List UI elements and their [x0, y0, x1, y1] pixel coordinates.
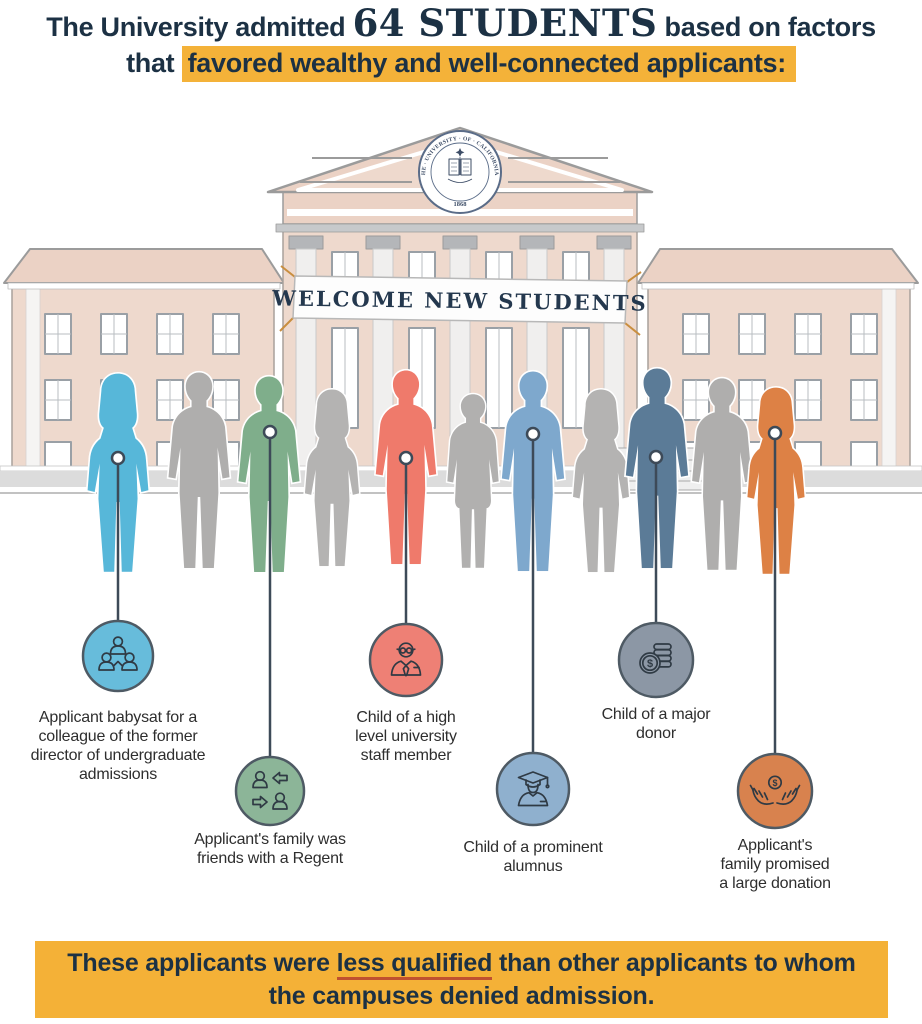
- callout-circle: [736, 752, 814, 830]
- title-prefix: The University admitted: [46, 12, 353, 42]
- callout-label-babysat: Applicant babysat for a colleague of the…: [30, 709, 206, 783]
- university-seal: THE · UNIVERSITY · OF · CALIFORNIA · 186…: [418, 130, 502, 214]
- page-title: The University admitted 64 STUDENTS base…: [0, 2, 922, 82]
- callout-icons: $ $: [98, 636, 801, 810]
- left-wing-mullions: [45, 314, 239, 420]
- title-students-count: 64 STUDENTS: [352, 1, 658, 45]
- people-group-icon: [98, 636, 138, 671]
- welcome-banner-text: WELCOME NEW STUDENTS: [271, 285, 648, 315]
- title-highlight: favored wealthy and well-connected appli…: [181, 45, 796, 82]
- title-line-1: The University admitted 64 STUDENTS base…: [0, 2, 922, 45]
- staff-member-icon: [390, 642, 422, 677]
- callout-circle: [368, 622, 444, 698]
- footer-banner: These applicants were less qualified tha…: [35, 941, 888, 1018]
- seal-open-book-icon: [447, 148, 473, 183]
- callout-label-staff: Child of a high level university staff m…: [355, 709, 457, 764]
- title-that: that: [126, 47, 182, 78]
- svg-text:$: $: [647, 658, 653, 670]
- central-block: THE · UNIVERSITY · OF · CALIFORNIA · 186…: [266, 126, 654, 481]
- callout-circle: [495, 751, 571, 827]
- title-line-2: that favored wealthy and well-connected …: [0, 45, 922, 82]
- callout-label-donor: Child of a major donor: [601, 706, 711, 742]
- footer-text: These applicants were less qualified tha…: [62, 947, 862, 1012]
- welcome-banner: WELCOME NEW STUDENTS: [271, 265, 648, 336]
- graduate-cap-icon: [517, 771, 550, 807]
- callout-label-donation: Applicant's family promised a large dona…: [719, 837, 831, 892]
- footer-suffix: than other applicants to whom the campus…: [268, 949, 856, 1010]
- title-suffix: based on factors: [657, 12, 877, 42]
- coin-stack-icon: $: [639, 643, 672, 674]
- right-wing-mullions: [683, 314, 877, 420]
- connectors: [110, 424, 783, 757]
- footer-underlined: less qualified: [336, 949, 492, 980]
- callout-circle: [81, 619, 155, 693]
- footer-prefix: These applicants were: [67, 949, 337, 977]
- seal-year: 1868: [454, 201, 468, 208]
- people-exchange-icon: [252, 770, 288, 810]
- callout-label-alumnus: Child of a prominent alumnus: [463, 839, 603, 875]
- callout-circle: [234, 755, 306, 827]
- svg-text:$: $: [772, 778, 777, 788]
- callout-label-regent: Applicant's family was friends with a Re…: [194, 831, 346, 867]
- hands-coin-icon: $: [749, 775, 801, 805]
